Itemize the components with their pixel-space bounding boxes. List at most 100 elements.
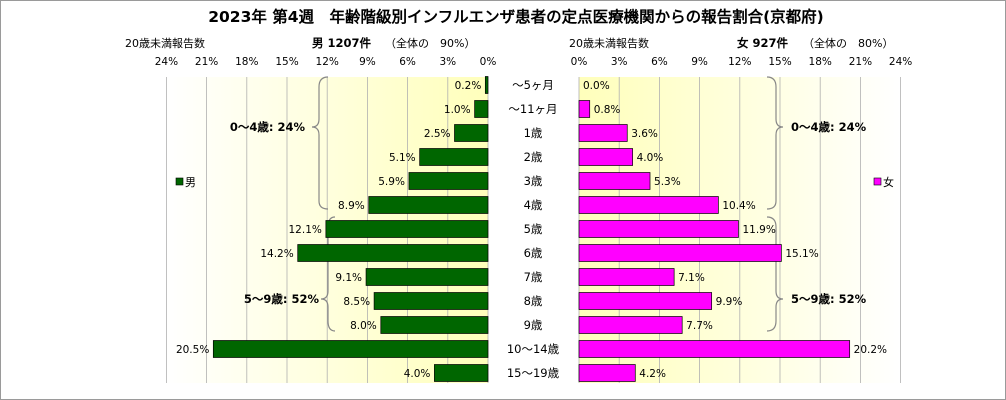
left-share: （全体の 90%） — [385, 36, 475, 50]
male-bar — [380, 316, 489, 334]
male-bar — [373, 292, 489, 310]
female-value-label: 15.1% — [785, 248, 818, 260]
tick-label-right: 24% — [889, 56, 912, 68]
category-label: ～11ヶ月 — [508, 102, 557, 116]
male-bar — [212, 340, 489, 358]
male-series: 0.2% 1.0% 2.5% 5.1% 5.9% 8.9% 12.1% 14.2% 9.1% 8.… — [176, 76, 489, 382]
category-label: 5歳 — [524, 222, 543, 236]
category-labels: ～5ヶ月 ～11ヶ月 1歳 2歳 3歳 4歳 5歳 6歳 7歳 8歳 9歳 10～14歳 15～19歳 — [507, 78, 560, 380]
left-brace-0-4 — [311, 76, 329, 210]
male-bar — [365, 268, 489, 286]
male-bar — [368, 196, 489, 214]
category-label: 4歳 — [524, 198, 543, 212]
female-bar — [578, 244, 782, 262]
male-bar — [297, 244, 489, 262]
tick-label-left: 18% — [235, 56, 258, 68]
female-value-label: 4.2% — [639, 368, 666, 380]
female-value-label: 3.6% — [631, 128, 658, 140]
tick-label-left: 3% — [439, 56, 456, 68]
legend-female-label: 女 — [883, 175, 894, 189]
right-brace-5-9 — [766, 216, 784, 332]
right-total: 女 927件 — [737, 36, 789, 50]
female-bar — [578, 268, 675, 286]
female-value-label: 7.1% — [678, 272, 705, 284]
legend-male-swatch — [175, 177, 184, 186]
female-value-label: 4.0% — [637, 152, 664, 164]
male-bar — [419, 148, 489, 166]
female-bar — [578, 220, 739, 238]
axis-tick-labels: 24% 21% 18% 15% 12% 9% 6% 3% 0% 0% 3% 6% 9% 12% 15% 18%… — [155, 56, 913, 68]
female-bar — [578, 292, 713, 310]
female-bar — [578, 316, 683, 334]
tick-label-right: 3% — [611, 56, 628, 68]
male-value-label: 0.2% — [455, 80, 482, 92]
male-value-label: 5.9% — [378, 176, 405, 188]
tick-label-left: 9% — [359, 56, 376, 68]
chart-title: 2023年 第4週 年齢階級別インフルエンザ患者の定点医療機関からの報告割合(京… — [208, 7, 824, 26]
female-value-label: 11.9% — [742, 224, 775, 236]
tick-label-left: 21% — [195, 56, 218, 68]
female-value-label: 7.7% — [686, 320, 713, 332]
tick-label-left: 12% — [316, 56, 339, 68]
tick-label-right: 21% — [849, 56, 872, 68]
legend-female-swatch — [873, 177, 882, 186]
right-share: （全体の 80%） — [803, 36, 893, 50]
female-value-label: 20.2% — [854, 344, 887, 356]
male-bar — [408, 172, 489, 190]
category-label: 7歳 — [524, 270, 543, 284]
left-subheader: 20歳未満報告数 — [125, 37, 205, 50]
male-value-label: 14.2% — [260, 248, 293, 260]
female-bar — [578, 100, 591, 118]
female-value-label: 0.0% — [583, 80, 610, 92]
legend-male-label: 男 — [185, 176, 196, 189]
male-value-label: 2.5% — [424, 128, 451, 140]
category-label: ～5ヶ月 — [512, 78, 554, 92]
category-label: 9歳 — [524, 318, 543, 332]
female-bar — [578, 364, 636, 382]
female-series: 0.0% 0.8% 3.6% 4.0% 5.3% 10.4% 11.9% 15.1% 7.1% 9… — [578, 80, 887, 382]
female-bar — [578, 340, 851, 358]
right-group-label-5-9: 5～9歳: 52% — [791, 292, 867, 306]
left-group-label-0-4: 0～4歳: 24% — [230, 120, 306, 134]
male-value-label: 5.1% — [389, 152, 416, 164]
female-value-label: 10.4% — [722, 200, 755, 212]
male-bar — [484, 76, 489, 94]
tick-label-left: 0% — [480, 56, 497, 68]
male-bar — [454, 124, 489, 142]
female-bar — [578, 124, 628, 142]
male-value-label: 20.5% — [176, 344, 209, 356]
tick-label-left: 24% — [155, 56, 178, 68]
tick-label-right: 12% — [728, 56, 751, 68]
tick-label-left: 15% — [275, 56, 298, 68]
male-bar — [474, 100, 489, 118]
right-brace-0-4 — [766, 76, 784, 210]
right-subheader: 20歳未満報告数 — [569, 37, 649, 50]
male-value-label: 8.5% — [343, 296, 370, 308]
tick-label-right: 6% — [651, 56, 668, 68]
male-bar — [434, 364, 489, 382]
category-label: 15～19歳 — [507, 366, 560, 380]
tick-label-right: 9% — [691, 56, 708, 68]
tick-label-left: 6% — [399, 56, 416, 68]
male-bar — [325, 220, 489, 238]
category-label: 1歳 — [524, 126, 543, 140]
right-group-label-0-4: 0～4歳: 24% — [791, 120, 867, 134]
category-label: 3歳 — [524, 174, 543, 188]
category-label: 10～14歳 — [507, 342, 560, 356]
male-value-label: 9.1% — [335, 272, 362, 284]
male-value-label: 4.0% — [404, 368, 431, 380]
tick-label-right: 0% — [571, 56, 588, 68]
female-value-label: 0.8% — [594, 104, 621, 116]
male-value-label: 12.1% — [289, 224, 322, 236]
female-value-label: 5.3% — [654, 176, 681, 188]
female-bar — [578, 172, 651, 190]
category-label: 8歳 — [524, 294, 543, 308]
tick-label-right: 18% — [809, 56, 832, 68]
tick-label-right: 15% — [768, 56, 791, 68]
left-total: 男 1207件 — [312, 36, 372, 50]
category-label: 2歳 — [524, 150, 543, 164]
male-value-label: 8.0% — [350, 320, 377, 332]
left-group-label-5-9: 5～9歳: 52% — [244, 292, 320, 306]
category-label: 6歳 — [524, 246, 543, 260]
